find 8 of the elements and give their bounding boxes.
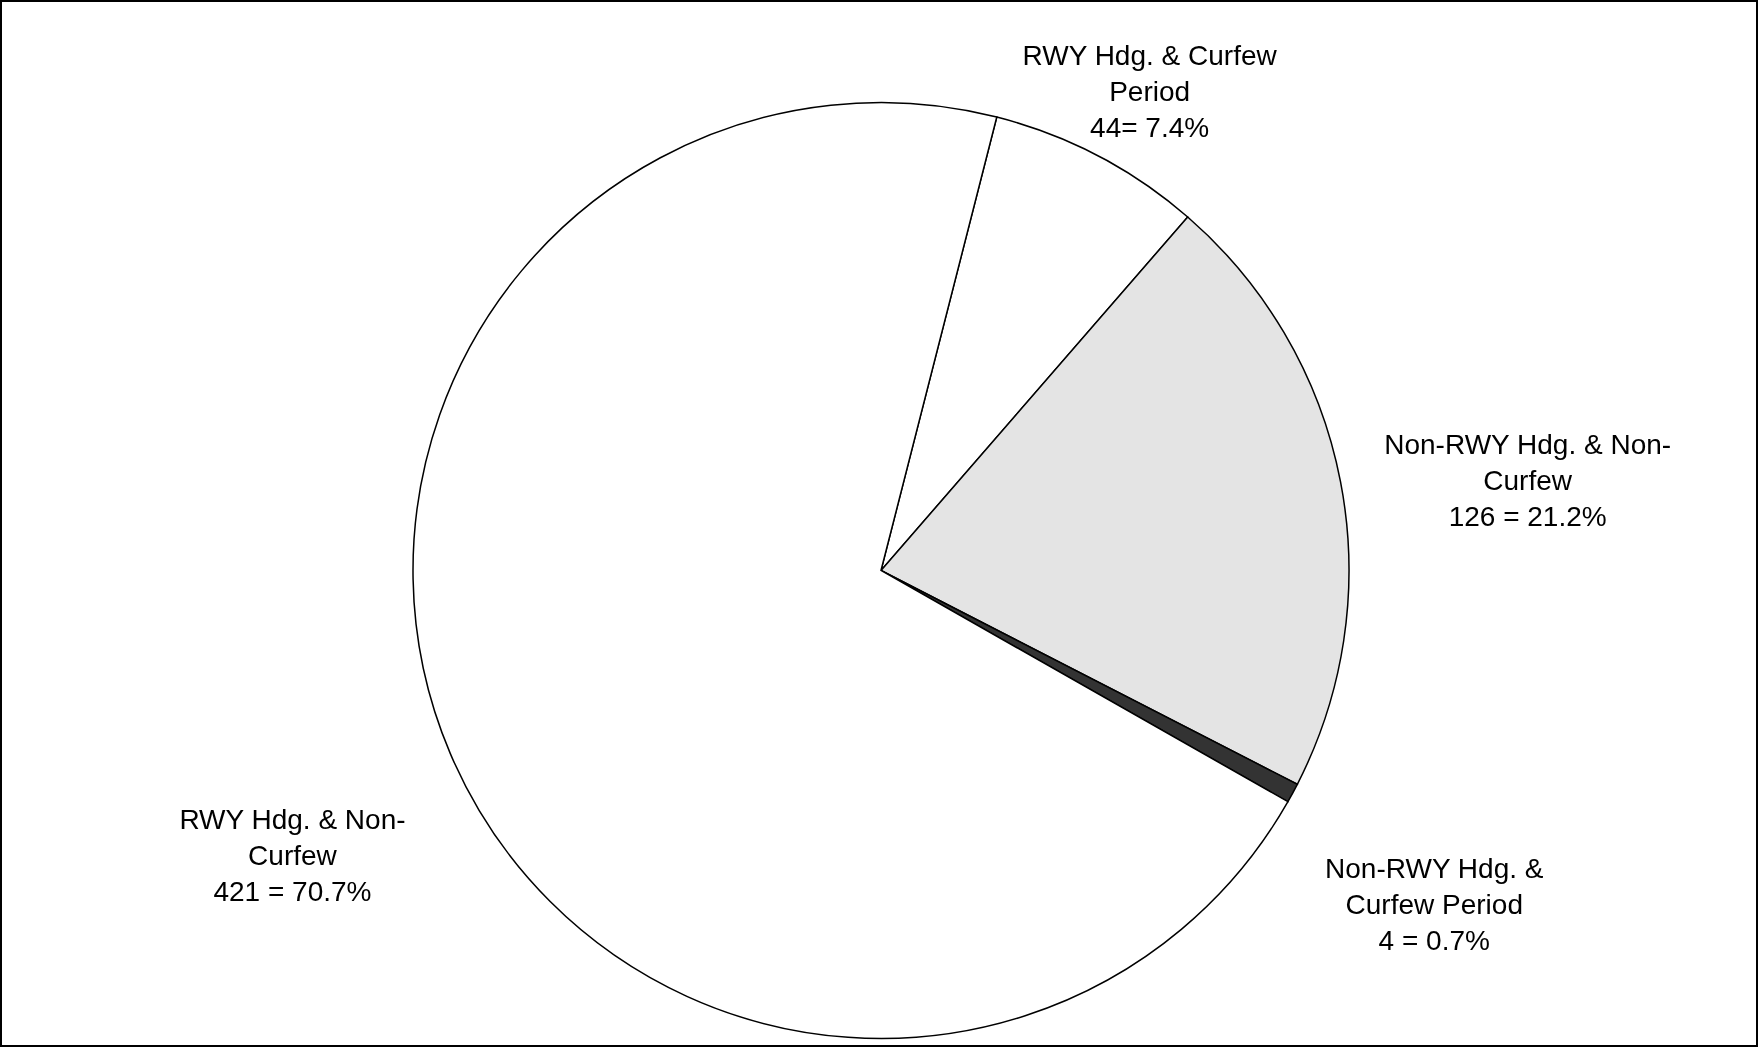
slice-label: Non-RWY Hdg. & Non-Curfew <box>1384 428 1672 496</box>
data-label: 126 = 21.2% <box>1448 500 1607 532</box>
slice-label: RWY Hdg. & Curfew Period <box>1022 40 1278 108</box>
slice-label: RWY Hdg. & Non-Curfew <box>179 803 406 871</box>
data-label: 421 = 70.7% <box>213 875 372 907</box>
data-label: 44= 7.4% <box>1090 112 1210 144</box>
data-label: 4 = 0.7% <box>1378 924 1490 956</box>
slice-label: Non-RWY Hdg. & Curfew Period <box>1325 852 1544 920</box>
